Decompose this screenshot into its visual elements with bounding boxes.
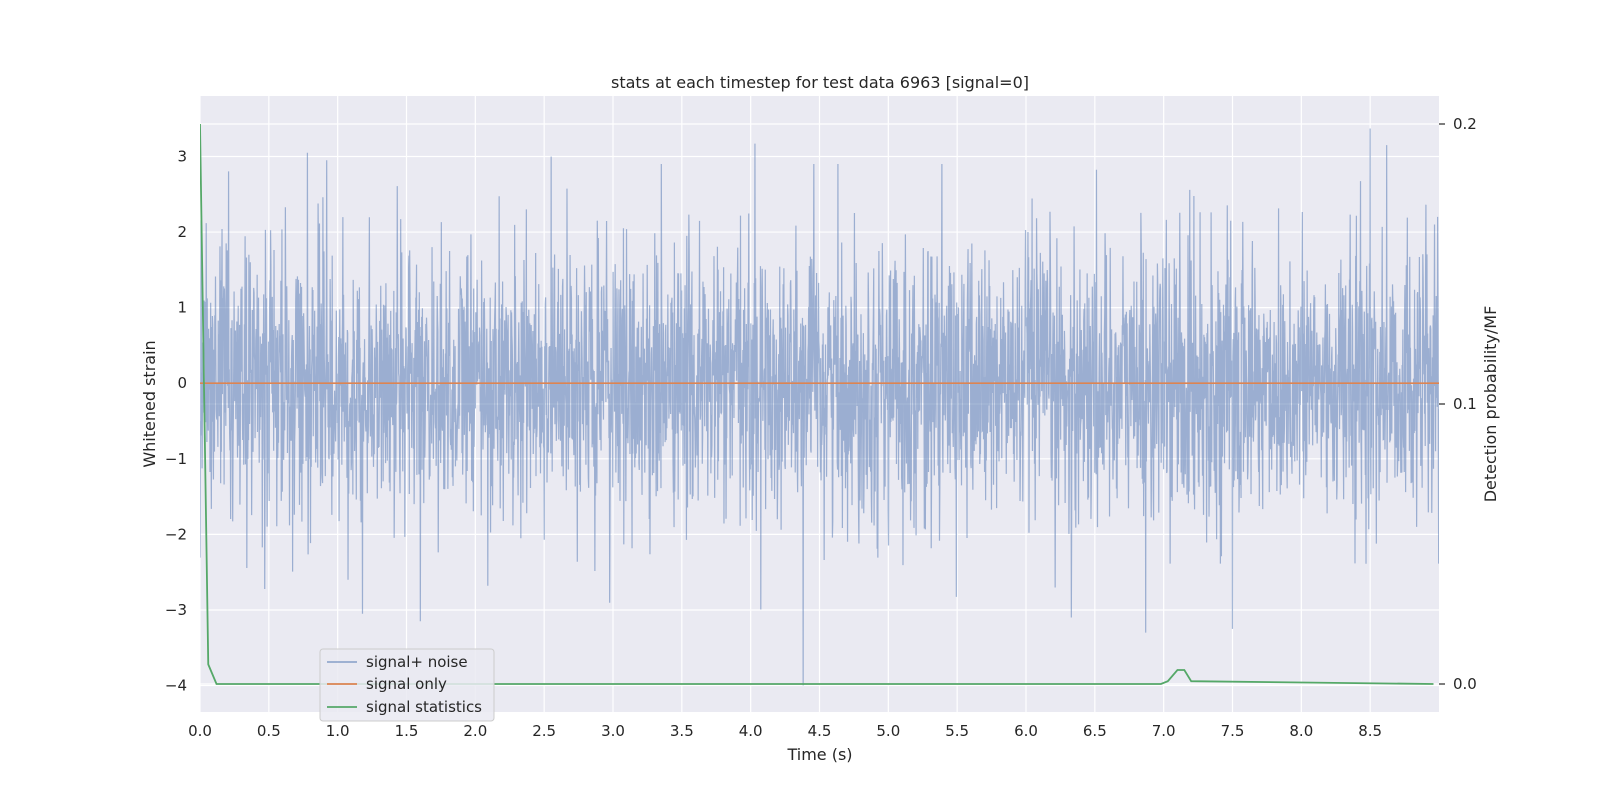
legend: signal+ noise signal only signal statist…: [319, 648, 495, 722]
x-tick-label: 6.5: [1083, 722, 1107, 740]
series-signal-statistics: [200, 123, 1434, 685]
x-tick-label: 7.0: [1152, 722, 1176, 740]
legend-label-signal-noise: signal+ noise: [366, 653, 468, 671]
y-axis-left: −4 −3 −2 −1 0 1 2 3: [165, 147, 187, 694]
legend-label-signal-only: signal only: [366, 675, 447, 693]
x-tick-label: 2.5: [532, 722, 556, 740]
x-tick-label: 2.0: [463, 722, 487, 740]
y-axis-label: Whitened strain: [140, 340, 159, 467]
y-tick-label: −3: [165, 601, 187, 619]
y-tick-label: 2: [177, 223, 187, 241]
x-tick-label: 1.5: [395, 722, 419, 740]
x-tick-label: 3.5: [670, 722, 694, 740]
y-tick-label: −1: [165, 450, 187, 468]
y-axis-label-right: Detection probability/MF: [1481, 306, 1500, 503]
legend-label-signal-statistics: signal statistics: [366, 698, 482, 716]
y-tick-label: −4: [165, 677, 187, 695]
y-tick-label: 1: [177, 299, 187, 317]
series-signal-noise: [200, 128, 1439, 686]
legend-box: [319, 648, 495, 722]
x-axis: 0.0 0.5 1.0 1.5 2.0 2.5 3.0 3.5 4.0 4.5 5.0 5.5 6.0 6…: [188, 722, 1382, 740]
y-tick-label: 3: [177, 147, 187, 165]
x-tick-label: 1.0: [326, 722, 350, 740]
x-tick-label: 3.0: [601, 722, 625, 740]
x-tick-label: 8.5: [1358, 722, 1382, 740]
x-tick-label: 0.5: [257, 722, 281, 740]
y-tick-label-right: 0.1: [1453, 395, 1477, 413]
x-tick-label: 4.0: [739, 722, 763, 740]
y-tick-label: 0: [177, 374, 187, 392]
x-tick-label: 4.5: [808, 722, 832, 740]
chart-title: stats at each timestep for test data 696…: [611, 73, 1029, 92]
x-tick-label: 5.5: [945, 722, 969, 740]
y-tick-label-right: 0.2: [1453, 115, 1477, 133]
x-tick-label: 5.0: [876, 722, 900, 740]
x-tick-label: 0.0: [188, 722, 212, 740]
y-tick-label-right: 0.0: [1453, 675, 1477, 693]
series-layer: [200, 123, 1439, 686]
y-tick-label: −2: [165, 525, 187, 543]
x-tick-label: 7.5: [1221, 722, 1245, 740]
x-tick-label: 6.0: [1014, 722, 1038, 740]
y-axis-right: 0.0 0.1 0.2: [1439, 115, 1477, 693]
x-axis-label: Time (s): [786, 745, 852, 764]
x-tick-label: 8.0: [1289, 722, 1313, 740]
